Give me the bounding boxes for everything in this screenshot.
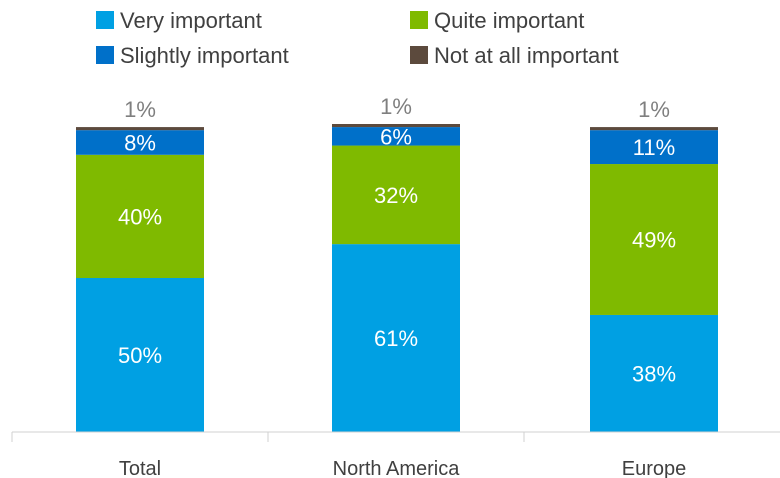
legend-swatch-not-at-all-important [410,46,428,64]
bar-total-slightly-important [76,130,204,155]
data-label-europe-slightly-important: 11% [633,135,675,160]
legend-swatch-quite-important [410,11,428,29]
bar-europe-quite-important [590,164,718,315]
bar-total-very-important [76,278,204,432]
x-tick-label-total: Total [119,458,161,478]
bar-europe-very-important [590,314,718,432]
data-label-europe-not-at-all-important: 1% [638,97,670,122]
data-label-total-quite-important: 40% [118,204,162,229]
legend-label-quite-important: Quite important [434,8,584,33]
data-label-total-not-at-all-important: 1% [124,97,156,122]
legend-label-not-at-all-important: Not at all important [434,43,619,68]
data-label-north-america-very-important: 61% [374,326,418,351]
x-tick-label-europe: Europe [622,458,687,478]
data-label-north-america-not-at-all-important: 1% [380,94,412,119]
legend-swatch-slightly-important [96,46,114,64]
data-label-north-america-slightly-important: 6% [380,124,412,149]
legend-swatch-very-important [96,11,114,29]
bar-europe-slightly-important [590,130,718,165]
data-label-europe-very-important: 38% [632,361,676,386]
bar-total-quite-important [76,154,204,278]
bar-north-america-quite-important [332,145,460,245]
data-label-total-very-important: 50% [118,343,162,368]
data-label-europe-quite-important: 49% [632,228,676,253]
bar-north-america-slightly-important [332,127,460,146]
legend-label-very-important: Very important [120,8,262,33]
x-axis: Total North America Europe [11,431,780,478]
data-label-north-america-quite-important: 32% [374,183,418,208]
legend: Very important Quite important Slightly im… [96,8,619,68]
bar-north-america-very-important [332,244,460,432]
x-tick-label-north-america: North America [333,458,461,478]
bar-europe-not-at-all-important [590,127,718,131]
data-label-total-slightly-important: 8% [124,130,156,155]
bar-total-not-at-all-important [76,127,204,131]
legend-label-slightly-important: Slightly important [120,43,289,68]
bar-north-america-not-at-all-important [332,124,460,128]
bars: 50% 40% 8% 1% 61% 32% 6% 1% 38% 49% 11% 1% [76,94,718,432]
